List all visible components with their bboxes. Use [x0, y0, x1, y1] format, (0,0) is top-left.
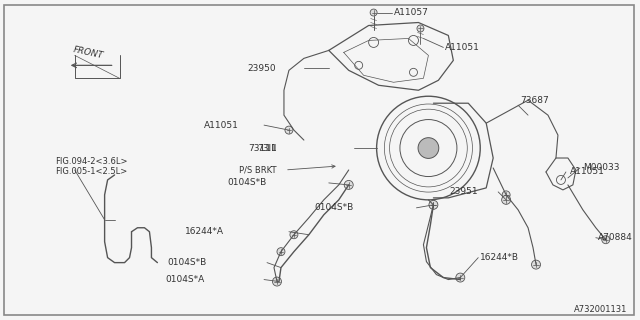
Circle shape	[344, 180, 353, 189]
Text: 16244*A: 16244*A	[185, 227, 224, 236]
Text: 0104S*B: 0104S*B	[314, 203, 354, 212]
Circle shape	[290, 231, 298, 239]
Circle shape	[532, 260, 541, 269]
Text: A11051: A11051	[570, 167, 605, 176]
Circle shape	[273, 277, 282, 286]
Text: FIG.005-1<2.5L>: FIG.005-1<2.5L>	[55, 167, 127, 176]
Text: FIG.094-2<3.6L>: FIG.094-2<3.6L>	[55, 157, 127, 166]
Text: A11051: A11051	[445, 43, 480, 52]
Text: FRONT: FRONT	[73, 45, 104, 60]
Text: 23950: 23950	[247, 64, 276, 73]
Circle shape	[502, 191, 510, 199]
Circle shape	[429, 201, 437, 209]
Circle shape	[285, 126, 293, 134]
Text: M00033: M00033	[583, 164, 620, 172]
Circle shape	[417, 25, 424, 32]
Circle shape	[602, 236, 610, 244]
Text: 23951: 23951	[450, 188, 478, 196]
Text: 73687: 73687	[520, 96, 549, 105]
Text: 0104S*B: 0104S*B	[228, 179, 267, 188]
Text: 0104S*B: 0104S*B	[167, 258, 206, 267]
Circle shape	[418, 138, 439, 158]
Text: 16244*B: 16244*B	[480, 253, 519, 262]
Text: A11057: A11057	[394, 8, 428, 17]
Text: 0104S*A: 0104S*A	[165, 275, 204, 284]
Text: 73III: 73III	[258, 144, 277, 153]
Text: 73111: 73111	[248, 144, 277, 153]
Text: A70884: A70884	[598, 233, 632, 242]
Text: A732001131: A732001131	[574, 305, 628, 314]
Circle shape	[456, 273, 465, 282]
Circle shape	[277, 248, 285, 256]
Circle shape	[370, 9, 377, 16]
Text: A11051: A11051	[204, 121, 239, 130]
Circle shape	[502, 196, 511, 204]
Circle shape	[429, 200, 438, 209]
Text: P/S BRKT: P/S BRKT	[239, 165, 277, 174]
